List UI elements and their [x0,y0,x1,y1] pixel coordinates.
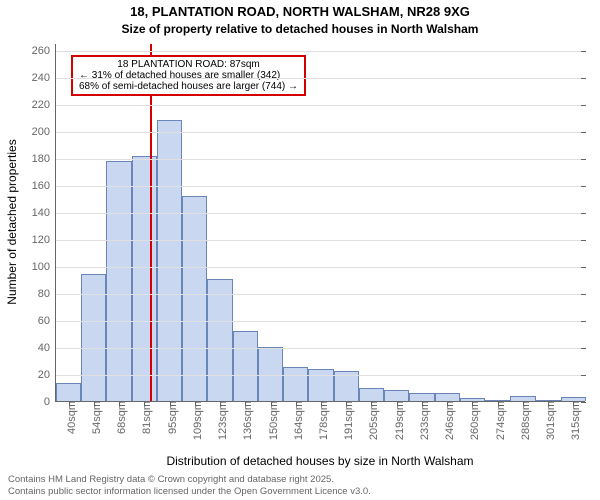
y-tick-mark [581,186,586,187]
histogram-bar [182,196,207,401]
x-tick-label: 205sqm [366,401,380,440]
x-tick-label: 288sqm [518,401,532,440]
histogram-bar [308,369,333,401]
y-tick-mark [581,267,586,268]
gridline-h [56,321,585,322]
footer-line-1: Contains HM Land Registry data © Crown c… [8,474,334,485]
y-tick-mark [581,132,586,133]
gridline-h [56,51,585,52]
histogram-bar [359,388,384,402]
y-tick-label: 160 [32,180,56,192]
gridline-h [56,240,585,241]
x-tick-label: 301sqm [543,401,557,440]
gridline-h [56,267,585,268]
y-tick-mark [581,213,586,214]
histogram-bar [384,390,409,401]
x-tick-label: 95sqm [165,401,179,434]
histogram-bar [435,393,460,401]
gridline-h [56,105,585,106]
y-tick-label: 200 [32,126,56,138]
chart-subtitle: Size of property relative to detached ho… [0,22,600,36]
y-tick-mark [581,321,586,322]
histogram-bar [207,279,232,401]
y-tick-label: 220 [32,99,56,111]
histogram-bar [157,120,182,401]
x-tick-label: 178sqm [316,401,330,440]
y-tick-mark [581,51,586,52]
y-tick-mark [581,105,586,106]
y-tick-label: 20 [38,369,56,381]
y-tick-label: 80 [38,288,56,300]
x-tick-label: 191sqm [341,401,355,440]
x-tick-label: 274sqm [493,401,507,440]
gridline-h [56,348,585,349]
histogram-bar [56,383,81,401]
y-tick-label: 60 [38,315,56,327]
y-tick-mark [581,159,586,160]
chart-container: 18, PLANTATION ROAD, NORTH WALSHAM, NR28… [0,0,600,500]
x-tick-label: 109sqm [190,401,204,440]
y-tick-mark [581,240,586,241]
y-tick-mark [581,375,586,376]
y-tick-label: 120 [32,234,56,246]
histogram-bar [233,331,258,401]
plot-area: 18 PLANTATION ROAD: 87sqm← 31% of detach… [55,44,585,402]
gridline-h [56,159,585,160]
x-tick-label: 123sqm [215,401,229,440]
annotation-line: 68% of semi-detached houses are larger (… [79,81,298,92]
x-tick-label: 164sqm [291,401,305,440]
histogram-bar [106,161,131,401]
y-tick-label: 140 [32,207,56,219]
x-tick-label: 233sqm [417,401,431,440]
histogram-bar [283,367,308,401]
annotation-line: ← 31% of detached houses are smaller (34… [79,70,298,81]
gridline-h [56,294,585,295]
histogram-bar [409,393,434,401]
y-tick-label: 40 [38,342,56,354]
gridline-h [56,132,585,133]
x-tick-label: 40sqm [64,401,78,434]
y-tick-label: 180 [32,153,56,165]
gridline-h [56,186,585,187]
y-tick-label: 260 [32,45,56,57]
y-tick-mark [581,78,586,79]
chart-title: 18, PLANTATION ROAD, NORTH WALSHAM, NR28… [0,4,600,19]
x-tick-label: 219sqm [392,401,406,440]
y-axis-label: Number of detached properties [5,122,19,322]
x-tick-label: 315sqm [568,401,582,440]
gridline-h [56,78,585,79]
x-tick-label: 246sqm [442,401,456,440]
y-tick-mark [581,348,586,349]
x-tick-label: 54sqm [89,401,103,434]
annotation-box: 18 PLANTATION ROAD: 87sqm← 31% of detach… [71,55,306,96]
x-tick-label: 150sqm [266,401,280,440]
x-tick-label: 81sqm [139,401,153,434]
histogram-bar [132,156,157,401]
annotation-line: 18 PLANTATION ROAD: 87sqm [79,59,298,70]
y-tick-mark [581,294,586,295]
footer-line-2: Contains public sector information licen… [8,486,371,497]
y-tick-label: 0 [44,396,56,408]
y-tick-label: 240 [32,72,56,84]
x-tick-label: 68sqm [114,401,128,434]
gridline-h [56,375,585,376]
y-tick-label: 100 [32,261,56,273]
x-axis-label: Distribution of detached houses by size … [55,454,585,468]
gridline-h [56,213,585,214]
x-tick-label: 260sqm [467,401,481,440]
x-tick-label: 136sqm [240,401,254,440]
